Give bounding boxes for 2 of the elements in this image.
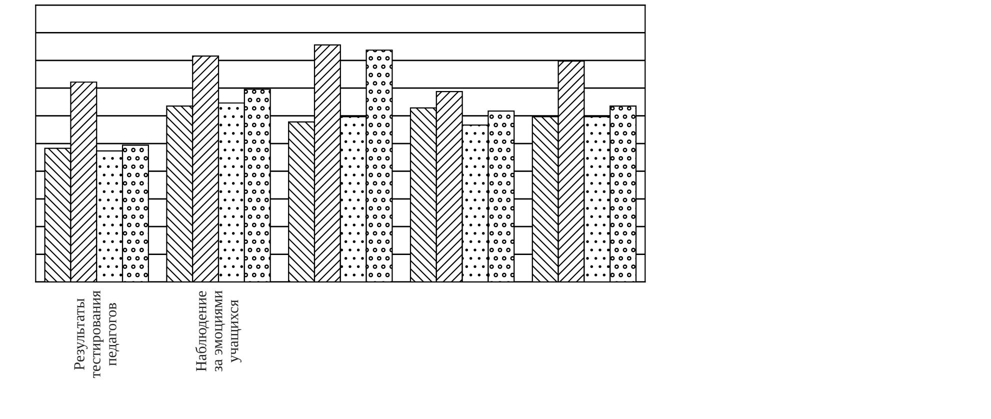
- x-tick-label: Результаты тестирования педагогов: [74, 290, 120, 378]
- x-tick-label: Наблюдение за эмоциями учащихся: [195, 290, 242, 372]
